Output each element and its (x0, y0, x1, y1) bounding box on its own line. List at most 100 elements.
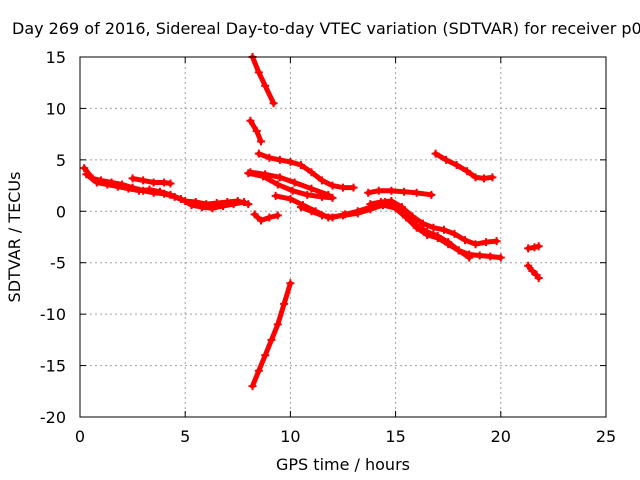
data-point (176, 194, 185, 203)
data-point (387, 197, 396, 205)
data-point (452, 161, 461, 169)
data-point (339, 183, 347, 192)
series-track-14 (364, 186, 436, 199)
data-point (528, 266, 537, 275)
series-track-15 (431, 149, 497, 183)
y-tick-label: 0 (56, 202, 66, 221)
y-tick-label: 5 (56, 151, 66, 170)
series-track (250, 54, 277, 106)
data-point (273, 320, 282, 329)
data-point (254, 68, 263, 77)
data-point (534, 242, 543, 251)
data-point (198, 203, 207, 212)
data-point (187, 201, 196, 210)
data-point (139, 176, 148, 185)
series-layer (80, 53, 543, 391)
data-point (400, 187, 409, 196)
data-point (442, 155, 451, 164)
data-point (387, 186, 396, 195)
data-point (444, 238, 453, 247)
data-point (254, 149, 263, 158)
data-point (307, 168, 316, 177)
series-track (525, 263, 542, 281)
data-point (259, 172, 268, 181)
data-point (450, 229, 459, 238)
data-point (269, 99, 278, 108)
data-point (124, 184, 133, 193)
data-point (471, 240, 480, 249)
y-tick-label: -20 (40, 408, 66, 427)
series-track-17 (524, 261, 543, 283)
data-point (349, 183, 358, 192)
x-tick-label: 0 (75, 427, 85, 446)
x-tick-label: 5 (180, 427, 190, 446)
x-tick-label: 20 (491, 427, 511, 446)
data-point (307, 207, 316, 216)
data-point (254, 366, 263, 375)
y-tick-label: -5 (50, 254, 66, 273)
data-point (103, 180, 112, 189)
data-point (219, 202, 228, 211)
data-point (160, 178, 169, 187)
data-point (128, 174, 137, 183)
data-point (229, 200, 238, 209)
data-point (296, 161, 305, 169)
x-tick-label: 25 (596, 427, 616, 446)
data-point (240, 198, 249, 207)
data-point (307, 184, 316, 193)
data-point (341, 210, 350, 219)
data-point (252, 127, 261, 136)
series-track-5 (246, 116, 265, 146)
data-point (273, 180, 282, 189)
data-point (482, 238, 491, 247)
data-point (296, 203, 305, 212)
x-axis-label: GPS time / hours (276, 455, 410, 474)
series-track-3 (128, 174, 175, 188)
series-track-12 (296, 198, 474, 262)
x-tick-label: 15 (385, 427, 405, 446)
data-point (155, 187, 164, 196)
data-point (412, 188, 421, 197)
data-point (275, 173, 284, 182)
data-point (496, 253, 505, 262)
data-point (271, 191, 280, 200)
data-point (465, 253, 474, 262)
series-track-16 (524, 242, 543, 253)
data-point (463, 167, 472, 176)
data-point (427, 190, 436, 199)
series-track-2 (82, 170, 249, 213)
data-point (486, 252, 495, 261)
data-point (261, 81, 270, 90)
data-point (412, 221, 421, 230)
data-point (286, 194, 295, 203)
data-point (374, 186, 383, 195)
data-point (166, 179, 175, 188)
data-point (256, 137, 265, 146)
series-track (298, 199, 472, 261)
series-track-8 (254, 149, 358, 192)
data-point (290, 178, 299, 187)
data-point (286, 279, 295, 288)
data-point (288, 186, 297, 195)
data-point (256, 216, 265, 225)
series-track-13 (366, 197, 501, 249)
y-tick-label: -15 (40, 357, 66, 376)
data-point (454, 246, 463, 255)
data-point (461, 236, 470, 245)
data-point (479, 174, 488, 183)
data-point (530, 243, 539, 252)
data-point (149, 178, 158, 187)
data-point (471, 173, 480, 182)
data-point (82, 170, 91, 179)
data-point (439, 225, 448, 234)
data-point (328, 181, 337, 190)
ticks: 0 5 10 15 20 25 -20 -15 -10 -5 0 5 10 15 (40, 48, 616, 446)
data-point (328, 193, 337, 202)
data-point (166, 190, 175, 199)
data-point (250, 210, 259, 219)
series-track-4 (248, 53, 278, 108)
y-axis-label: SDTVAR / TECUs (5, 172, 24, 303)
data-point (80, 164, 89, 173)
